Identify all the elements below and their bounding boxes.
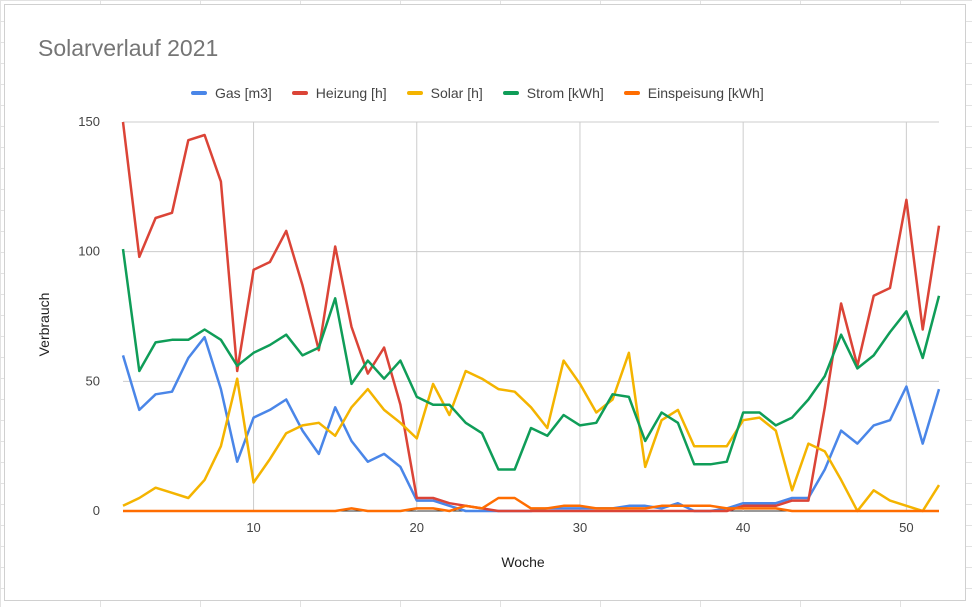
legend-swatch-einspeisung xyxy=(623,91,640,95)
legend-item-solar[interactable]: Solar [h] xyxy=(406,85,483,101)
y-tick-label: 150 xyxy=(78,114,100,129)
x-tick-label: 30 xyxy=(573,520,587,535)
x-tick-label: 20 xyxy=(410,520,424,535)
y-axis-title: Verbrauch xyxy=(36,293,52,357)
legend-label-solar: Solar [h] xyxy=(430,85,483,101)
legend-swatch-gas xyxy=(191,91,207,95)
series-line-2 xyxy=(122,351,941,513)
legend-swatch-solar xyxy=(406,91,423,95)
chart-title: Solarverlauf 2021 xyxy=(38,35,219,61)
legend-swatch-heizung xyxy=(291,91,308,95)
legend-swatch-strom xyxy=(502,91,519,95)
legend-item-gas[interactable]: Gas [m3] xyxy=(191,85,272,101)
y-tick-label: 50 xyxy=(86,373,100,388)
legend-item-einspeisung[interactable]: Einspeisung [kWh] xyxy=(623,85,764,101)
x-axis-title: Woche xyxy=(501,554,545,570)
legend-item-heizung[interactable]: Heizung [h] xyxy=(291,85,387,101)
x-tick-label: 10 xyxy=(246,520,260,535)
y-tick-label: 100 xyxy=(78,244,100,259)
series-line-3 xyxy=(121,248,941,471)
series-line-4 xyxy=(123,496,939,513)
legend-label-strom: Strom [kWh] xyxy=(526,85,604,101)
chart-legend: Gas [m3] Heizung [h] Solar [h] Strom [kW… xyxy=(191,83,764,103)
legend-label-heizung: Heizung [h] xyxy=(315,85,387,101)
series-line-1 xyxy=(121,121,941,513)
x-tick-label: 40 xyxy=(736,520,750,535)
y-tick-label: 0 xyxy=(93,503,100,518)
legend-item-strom[interactable]: Strom [kWh] xyxy=(502,85,604,101)
legend-label-einspeisung: Einspeisung [kWh] xyxy=(647,85,764,101)
x-tick-label: 50 xyxy=(899,520,913,535)
legend-label-gas: Gas [m3] xyxy=(215,85,272,101)
